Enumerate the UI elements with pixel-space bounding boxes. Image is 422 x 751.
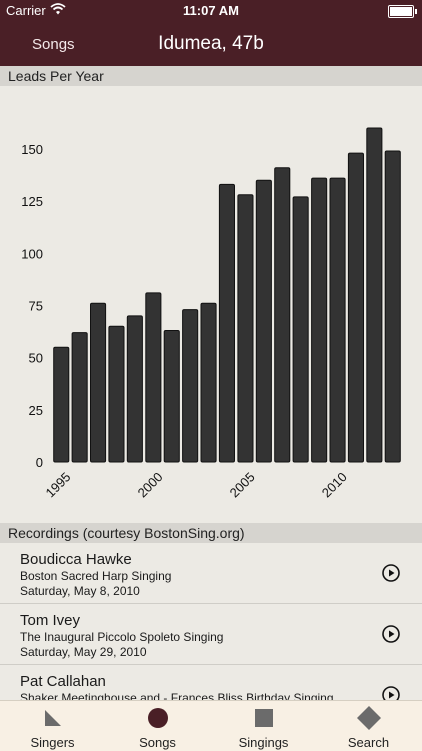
recording-singer: Pat Callahan [20, 673, 106, 690]
bar-2001 [163, 330, 180, 463]
tab-label: Singers [30, 735, 75, 750]
wifi-icon [50, 2, 66, 19]
battery-icon [388, 5, 417, 18]
tab-label: Search [347, 735, 390, 750]
x-tick-label: 2000 [135, 469, 166, 500]
tab-singings[interactable]: Singings [211, 701, 316, 751]
status-bar: Carrier 11:07 AM [0, 0, 422, 22]
section-header-chart: Leads Per Year [0, 66, 422, 86]
bar-2004 [218, 183, 235, 463]
bar-2013 [384, 150, 401, 463]
play-icon[interactable] [382, 686, 400, 700]
bar-2003 [200, 302, 217, 463]
triangle-icon [42, 707, 64, 729]
x-tick-label: 2010 [319, 469, 350, 500]
circle-icon [147, 707, 169, 729]
section-header-recordings: Recordings (courtesy BostonSing.org) [0, 523, 422, 543]
tab-bar: Singers Songs Singings Search [0, 700, 422, 751]
bar-1999 [126, 315, 143, 463]
tab-search[interactable]: Search [316, 701, 421, 751]
y-tick-label: 0 [36, 455, 43, 470]
navigation-bar: Songs Idumea, 47b [0, 22, 422, 66]
y-tick-label: 25 [29, 403, 43, 418]
bar-2009 [311, 177, 328, 463]
recording-row[interactable]: Boudicca Hawke Boston Sacred Harp Singin… [0, 543, 422, 604]
tab-label: Songs [139, 735, 176, 750]
recording-date: Saturday, May 8, 2010 [20, 584, 140, 598]
bar-2000 [145, 292, 162, 463]
diamond-icon [357, 706, 381, 730]
y-tick-label: 100 [21, 246, 43, 261]
bar-2011 [347, 152, 364, 463]
recording-row[interactable]: Pat Callahan Shaker Meetinghouse and - F… [0, 665, 422, 700]
square-icon [253, 707, 275, 729]
recording-event: Boston Sacred Harp Singing [20, 569, 172, 583]
carrier-label: Carrier [6, 3, 46, 18]
y-tick-label: 125 [21, 194, 43, 209]
recording-event: The Inaugural Piccolo Spoleto Singing [20, 630, 224, 644]
bar-1996 [71, 332, 88, 463]
tab-singers[interactable]: Singers [0, 701, 105, 751]
bar-2002 [182, 309, 199, 463]
status-time: 11:07 AM [183, 3, 239, 18]
page-title: Idumea, 47b [158, 33, 264, 54]
play-icon[interactable] [382, 564, 400, 582]
recordings-list: Boudicca Hawke Boston Sacred Harp Singin… [0, 543, 422, 700]
recording-singer: Tom Ivey [20, 612, 81, 629]
y-tick-label: 75 [29, 298, 43, 313]
bar-2007 [274, 167, 291, 463]
recording-date: Saturday, May 29, 2010 [20, 645, 147, 659]
y-tick-label: 50 [29, 351, 43, 366]
leads-per-year-chart: 0 25 50 75 100 125 150 1995 2000 2005 2010 [21, 127, 401, 500]
bar-2005 [237, 194, 254, 463]
x-tick-label: 2005 [227, 469, 258, 500]
y-tick-label: 150 [21, 142, 43, 157]
section-header-label: Recordings (courtesy BostonSing.org) [8, 525, 245, 541]
bar-2010 [329, 177, 346, 463]
section-header-label: Leads Per Year [8, 68, 104, 84]
recording-event: Shaker Meetinghouse and - Frances Bliss … [20, 691, 334, 700]
bar-2012 [366, 127, 383, 463]
bar-2008 [292, 196, 309, 463]
recording-singer: Boudicca Hawke [20, 551, 132, 568]
bar-1998 [108, 325, 125, 463]
bar-2006 [255, 179, 272, 463]
play-icon[interactable] [382, 625, 400, 643]
bar-1995 [53, 346, 70, 463]
bar-1997 [90, 302, 107, 463]
back-button[interactable]: Songs [32, 36, 75, 53]
tab-label: Singings [238, 735, 289, 750]
recording-row[interactable]: Tom Ivey The Inaugural Piccolo Spoleto S… [0, 604, 422, 665]
tab-songs[interactable]: Songs [105, 701, 210, 751]
x-tick-label: 1995 [42, 469, 73, 500]
